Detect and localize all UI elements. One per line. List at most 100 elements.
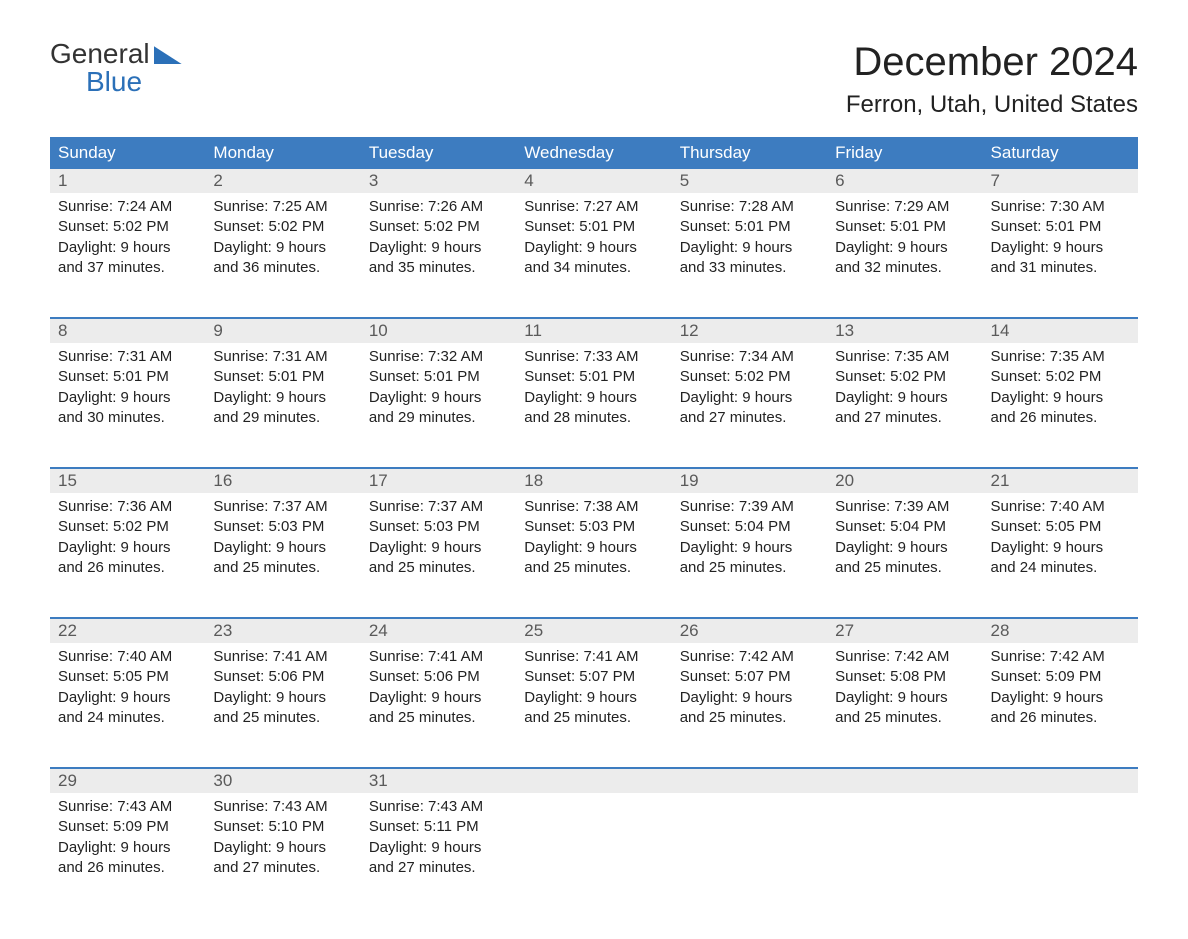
daylight-line-2: and 26 minutes. [58, 858, 197, 878]
daylight-line-1: Daylight: 9 hours [991, 238, 1130, 258]
daylight-line-1: Daylight: 9 hours [213, 388, 352, 408]
day-number-row: 10 [361, 319, 516, 343]
daylight-line-2: and 27 minutes. [213, 858, 352, 878]
day-number: 11 [524, 321, 542, 340]
sunrise-line: Sunrise: 7:43 AM [213, 797, 352, 817]
weekday-header: Saturday [983, 137, 1138, 169]
weeks-container: 1Sunrise: 7:24 AMSunset: 5:02 PMDaylight… [50, 169, 1138, 899]
day-number-row: 15 [50, 469, 205, 493]
sunrise-line: Sunrise: 7:27 AM [524, 197, 663, 217]
daylight-line-1: Daylight: 9 hours [58, 838, 197, 858]
sunset-line: Sunset: 5:01 PM [524, 367, 663, 387]
sunrise-line: Sunrise: 7:26 AM [369, 197, 508, 217]
daylight-line-2: and 34 minutes. [524, 258, 663, 278]
weekday-header-row: Sunday Monday Tuesday Wednesday Thursday… [50, 137, 1138, 169]
day-number-row: 24 [361, 619, 516, 643]
day-number-row: 17 [361, 469, 516, 493]
day-content: Sunrise: 7:34 AMSunset: 5:02 PMDaylight:… [672, 343, 827, 440]
day-number-row: 23 [205, 619, 360, 643]
sunset-line: Sunset: 5:02 PM [58, 517, 197, 537]
sunset-line: Sunset: 5:01 PM [369, 367, 508, 387]
sunset-line: Sunset: 5:02 PM [835, 367, 974, 387]
daylight-line-2: and 25 minutes. [524, 558, 663, 578]
day-cell: 14Sunrise: 7:35 AMSunset: 5:02 PMDayligh… [983, 319, 1138, 449]
day-cell: . [672, 769, 827, 899]
sunset-line: Sunset: 5:06 PM [213, 667, 352, 687]
day-number: 2 [213, 171, 222, 190]
sunset-line: Sunset: 5:04 PM [680, 517, 819, 537]
daylight-line-2: and 32 minutes. [835, 258, 974, 278]
day-cell: 3Sunrise: 7:26 AMSunset: 5:02 PMDaylight… [361, 169, 516, 299]
day-cell: 12 Sunrise: 7:34 AMSunset: 5:02 PMDayligh… [672, 319, 827, 449]
daylight-line-2: and 27 minutes. [835, 408, 974, 428]
daylight-line-2: and 28 minutes. [524, 408, 663, 428]
day-number-row: 31 [361, 769, 516, 793]
day-number-row: 6 [827, 169, 982, 193]
day-cell: 7Sunrise: 7:30 AMSunset: 5:01 PMDaylight… [983, 169, 1138, 299]
weekday-header: Friday [827, 137, 982, 169]
daylight-line-2: and 36 minutes. [213, 258, 352, 278]
day-content: Sunrise: 7:36 AMSunset: 5:02 PMDaylight:… [50, 493, 205, 590]
daylight-line-2: and 29 minutes. [213, 408, 352, 428]
daylight-line-1: Daylight: 9 hours [213, 238, 352, 258]
day-number-row: 9 [205, 319, 360, 343]
day-content: Sunrise: 7:38 AMSunset: 5:03 PMDaylight:… [516, 493, 671, 590]
sunrise-line: Sunrise: 7:38 AM [524, 497, 663, 517]
sunset-line: Sunset: 5:01 PM [58, 367, 197, 387]
day-number-row: . [827, 769, 982, 793]
daylight-line-1: Daylight: 9 hours [369, 838, 508, 858]
day-content: Sunrise: 7:39 AMSunset: 5:04 PMDaylight:… [672, 493, 827, 590]
sunset-line: Sunset: 5:01 PM [680, 217, 819, 237]
daylight-line-2: and 25 minutes. [835, 558, 974, 578]
calendar: Sunday Monday Tuesday Wednesday Thursday… [50, 137, 1138, 899]
day-cell: 9Sunrise: 7:31 AMSunset: 5:01 PMDaylight… [205, 319, 360, 449]
daylight-line-2: and 26 minutes. [58, 558, 197, 578]
sunrise-line: Sunrise: 7:31 AM [58, 347, 197, 367]
sunset-line: Sunset: 5:11 PM [369, 817, 508, 837]
daylight-line-1: Daylight: 9 hours [58, 538, 197, 558]
sunrise-line: Sunrise: 7:41 AM [524, 647, 663, 667]
day-content: Sunrise: 7:26 AMSunset: 5:02 PMDaylight:… [361, 193, 516, 290]
sunrise-line: Sunrise: 7:41 AM [369, 647, 508, 667]
sunset-line: Sunset: 5:02 PM [369, 217, 508, 237]
day-content: Sunrise: 7:35 AMSunset: 5:02 PMDaylight:… [983, 343, 1138, 440]
daylight-line-1: Daylight: 9 hours [213, 688, 352, 708]
day-number-row: 1 [50, 169, 205, 193]
day-number-row: 2 [205, 169, 360, 193]
day-content: Sunrise: 7:39 AMSunset: 5:04 PMDaylight:… [827, 493, 982, 590]
sunrise-line: Sunrise: 7:40 AM [991, 497, 1130, 517]
day-number: 12 [680, 321, 699, 340]
sunset-line: Sunset: 5:01 PM [835, 217, 974, 237]
day-cell: 1Sunrise: 7:24 AMSunset: 5:02 PMDaylight… [50, 169, 205, 299]
sunset-line: Sunset: 5:05 PM [58, 667, 197, 687]
daylight-line-2: and 25 minutes. [369, 558, 508, 578]
sunset-line: Sunset: 5:02 PM [58, 217, 197, 237]
day-number-row: 7 [983, 169, 1138, 193]
day-number: 13 [835, 321, 854, 340]
day-number: 20 [835, 471, 854, 490]
sunset-line: Sunset: 5:03 PM [369, 517, 508, 537]
sunset-line: Sunset: 5:07 PM [680, 667, 819, 687]
daylight-line-1: Daylight: 9 hours [58, 388, 197, 408]
day-number-row: 22 [50, 619, 205, 643]
daylight-line-1: Daylight: 9 hours [369, 538, 508, 558]
day-number-row: 29 [50, 769, 205, 793]
sunrise-line: Sunrise: 7:35 AM [991, 347, 1130, 367]
sunset-line: Sunset: 5:01 PM [991, 217, 1130, 237]
day-number-row: 27 [827, 619, 982, 643]
day-content: Sunrise: 7:35 AMSunset: 5:02 PMDaylight:… [827, 343, 982, 440]
day-content: Sunrise: 7:42 AMSunset: 5:09 PMDaylight:… [983, 643, 1138, 740]
day-number: 22 [58, 621, 77, 640]
sunset-line: Sunset: 5:09 PM [58, 817, 197, 837]
daylight-line-2: and 27 minutes. [680, 408, 819, 428]
day-cell: 26Sunrise: 7:42 AMSunset: 5:07 PMDayligh… [672, 619, 827, 749]
sunset-line: Sunset: 5:02 PM [991, 367, 1130, 387]
day-cell: 6Sunrise: 7:29 AMSunset: 5:01 PMDaylight… [827, 169, 982, 299]
day-cell: 2Sunrise: 7:25 AMSunset: 5:02 PMDaylight… [205, 169, 360, 299]
day-cell: 17Sunrise: 7:37 AMSunset: 5:03 PMDayligh… [361, 469, 516, 599]
weekday-header: Tuesday [361, 137, 516, 169]
day-cell: 15Sunrise: 7:36 AMSunset: 5:02 PMDayligh… [50, 469, 205, 599]
sunset-line: Sunset: 5:09 PM [991, 667, 1130, 687]
day-number-row: 3 [361, 169, 516, 193]
daylight-line-2: and 27 minutes. [369, 858, 508, 878]
